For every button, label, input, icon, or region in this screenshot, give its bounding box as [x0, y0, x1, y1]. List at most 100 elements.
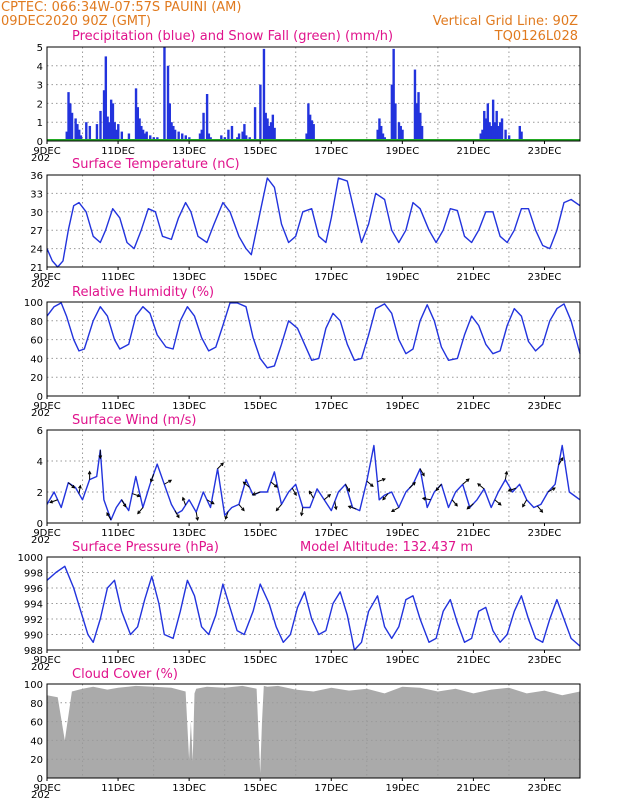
cloud-frame — [46, 683, 581, 779]
wind-arrow-head — [224, 515, 229, 520]
temperature-line — [46, 177, 581, 268]
wind-frame — [46, 429, 581, 524]
precipitation-x-ticks: 9DEC 11DEC 13DEC 15DEC 17DEC 19DEC 21DEC 23DEC 2… — [31, 141, 561, 164]
wind-arrow-head — [421, 472, 425, 477]
precip-ytick-label: 1 — [37, 118, 43, 129]
precip-xtick-label: 21DEC — [457, 146, 491, 157]
precipitation-bar — [262, 48, 266, 141]
precipitation-bar — [486, 103, 490, 141]
wind-arrow — [522, 499, 528, 507]
precipitation-bar — [184, 135, 187, 141]
precipitation-bar — [115, 129, 118, 141]
precipitation-bar — [308, 114, 312, 141]
precip-xtick-label: 13DEC — [172, 146, 206, 157]
wind-arrow — [49, 499, 58, 503]
temp-year-stub: 202 — [31, 279, 50, 290]
precipitation-bar — [108, 122, 111, 141]
wind-arrow-head — [242, 481, 247, 486]
wind-arrow — [67, 482, 75, 489]
precipitation-bar — [205, 94, 209, 141]
rh-xtick-label: 15DEC — [243, 401, 277, 412]
precip-xtick-label: 11DEC — [101, 146, 135, 157]
precipitation-bar — [484, 118, 488, 141]
panel-pressure: Surface Pressure (hPa) Model Altitude: 1… — [18, 540, 581, 673]
precip-ytick-label: 2 — [37, 99, 43, 110]
wind-arrow-head — [168, 479, 173, 484]
precipitation-bar — [497, 125, 500, 141]
precipitation-bar — [378, 118, 381, 141]
rh-xtick-label: 23DEC — [528, 401, 562, 412]
wind-arrow — [174, 510, 180, 518]
precipitation-bar — [413, 69, 417, 141]
precipitation-bar — [200, 129, 203, 141]
wind-arrow-head — [454, 502, 458, 507]
cloud-ytick-label: 100 — [24, 680, 43, 691]
wind-arrow — [270, 481, 278, 488]
wind-arrow — [309, 491, 314, 499]
temp-xtick-label: 9DEC — [33, 272, 60, 283]
wind-arrow — [275, 504, 282, 511]
pres-ytick-label: 988 — [24, 646, 43, 657]
temp-xtick-label: 21DEC — [457, 272, 491, 283]
precipitation-bar — [312, 124, 315, 141]
precipitation-bar — [273, 127, 276, 141]
rh-xtick-label: 19DEC — [385, 401, 419, 412]
precipitation-bar — [95, 124, 99, 141]
wind-arrow — [164, 479, 172, 485]
precipitation-bar — [481, 129, 484, 141]
wind-arrow-head — [308, 490, 313, 495]
precipitation-bar — [488, 122, 491, 141]
precipitation-bar — [504, 129, 507, 141]
precipitation-bar — [99, 110, 102, 141]
precipitation-bar — [518, 125, 521, 141]
rh-xtick-label: 9DEC — [33, 401, 60, 412]
rh-ytick-label: 0 — [37, 392, 43, 403]
wind-arrow — [477, 483, 485, 490]
precipitation-bar — [207, 133, 211, 141]
pres-ytick-label: 996 — [24, 584, 43, 595]
wind-ytick-label: 0 — [37, 519, 43, 530]
wind-x-ticks: 9DEC 11DEC 13DEC 15DEC 17DEC 19DEC 21DEC 23DEC 2… — [31, 523, 561, 546]
precipitation-frame — [46, 46, 581, 142]
precipitation-bar — [70, 112, 74, 141]
precipitation-bar — [67, 92, 70, 141]
precipitation-bar — [376, 129, 379, 141]
precipitation-bar — [415, 103, 418, 141]
wind-year-stub: 202 — [31, 535, 50, 546]
precip-xtick-label: 23DEC — [528, 146, 562, 157]
precipitation-bar — [127, 133, 131, 141]
precipitation-bar — [138, 118, 141, 141]
humidity-frame — [46, 301, 581, 397]
humidity-panel-title: Relative Humidity (%) — [72, 285, 214, 300]
precipitation-bar — [266, 118, 269, 141]
precipitation-grid — [47, 47, 580, 141]
rh-ytick-label: 80 — [30, 317, 43, 328]
wind-arrow — [504, 471, 508, 480]
wind-xtick-label: 9DEC — [33, 528, 60, 539]
precipitation-bar — [140, 125, 143, 141]
precipitation-bar — [500, 118, 504, 141]
wind-arrow-head — [71, 484, 76, 489]
precipitation-bar — [102, 90, 106, 141]
temperature-x-ticks: 9DEC 11DEC 13DEC 15DEC 17DEC 19DEC 21DEC 23DEC 2… — [31, 267, 561, 290]
pres-xtick-label: 15DEC — [243, 655, 277, 666]
cloud-xtick-label: 21DEC — [457, 783, 491, 794]
wind-arrow — [462, 478, 470, 485]
pres-xtick-label: 17DEC — [314, 655, 348, 666]
wind-arrow — [494, 499, 502, 506]
precipitation-bar — [117, 124, 120, 141]
wind-arrow-head — [559, 457, 564, 461]
wind-xtick-label: 19DEC — [385, 528, 419, 539]
wind-arrow-head — [369, 483, 374, 487]
cloud-x-ticks: 9DEC 11DEC 13DEC 15DEC 17DEC 19DEC 21DEC 23DEC 2… — [31, 778, 561, 800]
precipitation-bar — [381, 133, 385, 141]
wind-arrow-head — [412, 481, 416, 486]
wind-arrow-head — [522, 503, 526, 508]
wind-arrow — [137, 507, 144, 514]
precipitation-bar — [237, 133, 241, 141]
panel-wind: Surface Wind (m/s) 0 2 4 6 9DEC 11DEC 13DEC 15… — [31, 413, 581, 546]
wind-xtick-label: 21DEC — [457, 528, 491, 539]
rh-ytick-label: 20 — [30, 373, 43, 384]
precipitation-bar — [113, 122, 116, 141]
wind-arrow-head — [49, 499, 54, 504]
